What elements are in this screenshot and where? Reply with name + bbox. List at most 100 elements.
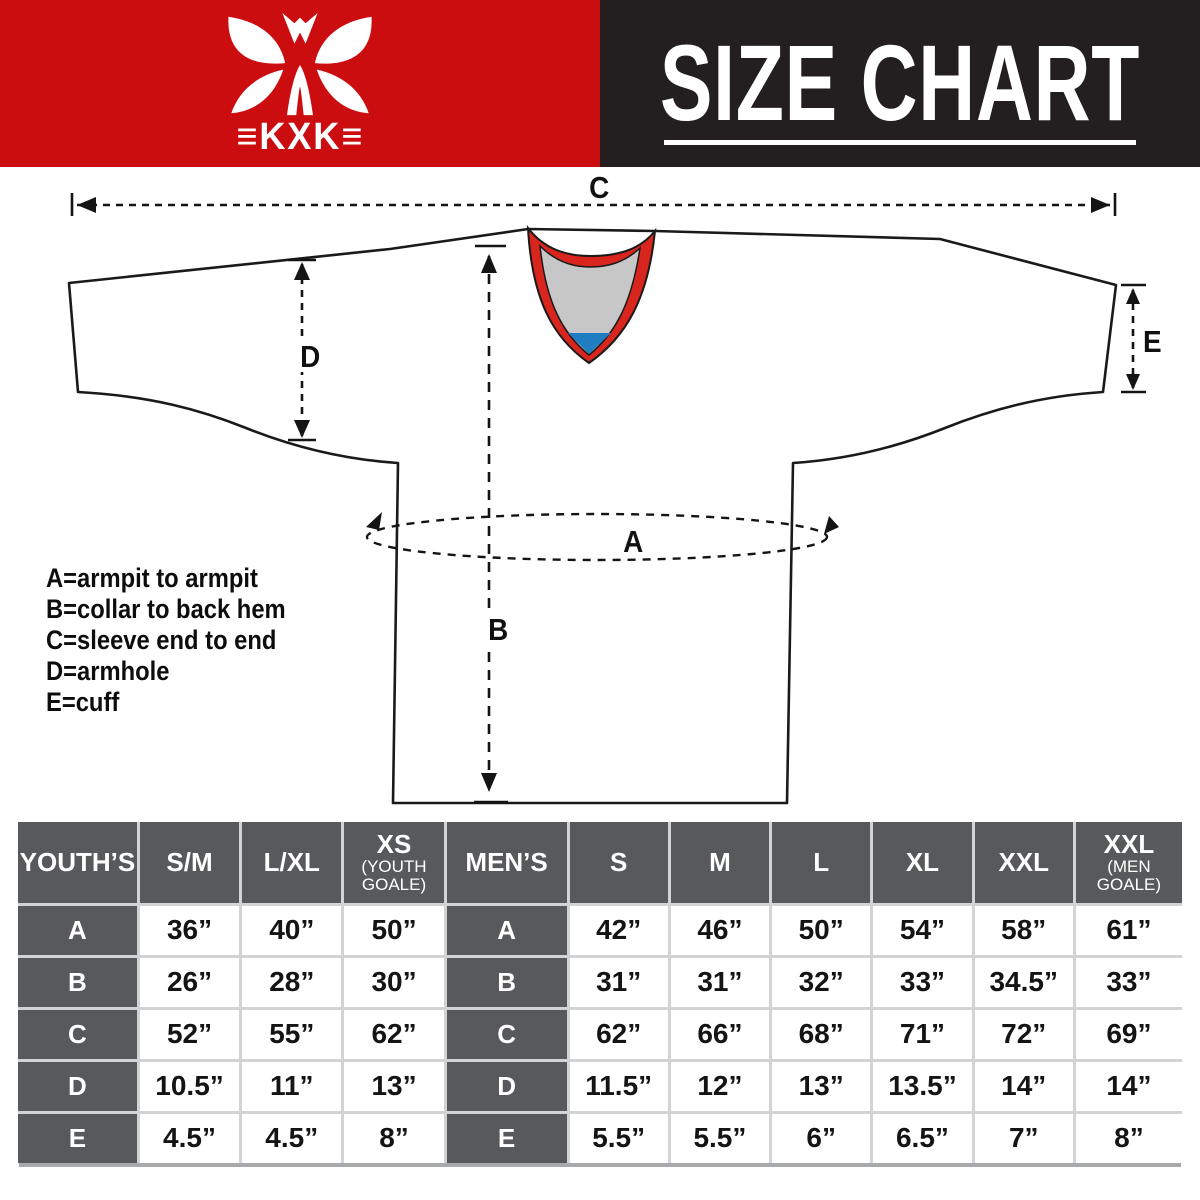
size-cell: 6” <box>772 1113 871 1163</box>
header-cell-youth-goalie: XS (YOUTH GOALE) <box>344 822 444 903</box>
logo-wordmark: ≡KXK≡ <box>236 115 364 158</box>
row-label-cell: B <box>446 957 567 1007</box>
measurement-legend: A=armpit to armpit B=collar to back hem … <box>46 563 286 718</box>
size-cell: 12” <box>670 1061 770 1111</box>
size-cell: 13.5” <box>873 1061 972 1111</box>
row-label-cell: D <box>18 1061 137 1111</box>
size-cell: 14” <box>974 1061 1073 1111</box>
size-cell: 5.5” <box>569 1113 668 1163</box>
measure-label-a: A <box>620 526 646 557</box>
measure-label-d: D <box>297 341 323 372</box>
legend-item-c: C=sleeve end to end <box>46 625 277 655</box>
size-cell: 4.5” <box>242 1113 342 1163</box>
header-cell-men-goalie: XXL (MEN GOALE) <box>1075 822 1182 903</box>
size-cell: 26” <box>139 957 240 1007</box>
row-label-cell: C <box>446 1009 567 1059</box>
measure-label-b: B <box>485 614 511 645</box>
size-cell: 36” <box>139 905 240 955</box>
size-cell: 31” <box>569 957 668 1007</box>
size-cell: 33” <box>873 957 972 1007</box>
size-cell: 30” <box>344 957 444 1007</box>
size-cell: 13” <box>344 1061 444 1111</box>
arrowhead <box>1091 197 1110 213</box>
legend-item-e: E=cuff <box>46 687 120 717</box>
header-cell: XXL <box>974 822 1073 903</box>
size-cell: 32” <box>772 957 871 1007</box>
measure-label-c: C <box>586 172 612 203</box>
size-cell: 6.5” <box>873 1113 972 1163</box>
arrowhead <box>481 773 497 792</box>
header-cell: XL <box>873 822 972 903</box>
row-label-cell: C <box>18 1009 137 1059</box>
header-cell-mens: MEN’S <box>446 822 567 903</box>
logo-bottom-arch <box>287 64 313 115</box>
header-main: XS <box>376 828 412 859</box>
legend-item-b: B=collar to back hem <box>46 594 286 624</box>
header-cell: S <box>569 822 668 903</box>
size-cell: 54” <box>873 905 972 955</box>
arrowhead <box>294 420 310 438</box>
kxk-logo-icon <box>228 12 372 115</box>
row-label-cell: A <box>446 905 567 955</box>
size-cell: 7” <box>974 1113 1073 1163</box>
size-cell: 8” <box>1075 1113 1182 1163</box>
arrowhead <box>1126 374 1140 390</box>
header-cell: L <box>772 822 871 903</box>
legend-item-d: D=armhole <box>46 656 170 686</box>
row-label-cell: B <box>18 957 137 1007</box>
collar-insert <box>568 333 611 354</box>
size-cell: 61” <box>1075 905 1182 955</box>
logo-wing-bottom-right <box>316 69 369 113</box>
row-label-cell: D <box>446 1061 567 1111</box>
header-cell: S/M <box>139 822 240 903</box>
size-table: YOUTH’S S/M L/XL XS (YOUTH GOALE) MEN’S … <box>18 822 1182 1163</box>
logo-wing-top-right <box>314 16 372 64</box>
size-cell: 40” <box>242 905 342 955</box>
size-cell: 11” <box>242 1061 342 1111</box>
arrowhead <box>77 197 96 213</box>
header-main: XXL <box>1103 828 1155 859</box>
size-cell: 55” <box>242 1009 342 1059</box>
size-cell: 66” <box>670 1009 770 1059</box>
row-label-cell: E <box>18 1113 137 1163</box>
row-label-cell: E <box>446 1113 567 1163</box>
measure-label-e: E <box>1140 326 1165 357</box>
header-cell: M <box>670 822 770 903</box>
arrowhead <box>1126 288 1140 304</box>
arrowhead <box>366 512 382 530</box>
size-cell: 50” <box>772 905 871 955</box>
arrowhead <box>824 516 839 534</box>
title-banner: SIZE CHART <box>600 0 1200 167</box>
arrowhead <box>481 254 497 273</box>
legend-item-a: A=armpit to armpit <box>46 563 258 593</box>
collar-inner <box>539 243 642 356</box>
logo-wing-bottom-left <box>231 69 284 113</box>
size-cell: 46” <box>670 905 770 955</box>
logo-top-prongs <box>282 12 318 44</box>
title-underline <box>664 139 1136 145</box>
size-cell: 68” <box>772 1009 871 1059</box>
size-cell: 10.5” <box>139 1061 240 1111</box>
size-cell: 42” <box>569 905 668 955</box>
jersey-outline <box>67 227 1118 805</box>
size-cell: 69” <box>1075 1009 1182 1059</box>
size-cell: 62” <box>569 1009 668 1059</box>
size-cell: 13” <box>772 1061 871 1111</box>
header-cell-youths: YOUTH’S <box>18 822 137 903</box>
page-title: SIZE CHART <box>659 21 1141 143</box>
size-cell: 72” <box>974 1009 1073 1059</box>
row-label-cell: A <box>18 905 137 955</box>
size-cell: 5.5” <box>670 1113 770 1163</box>
header-cell: L/XL <box>242 822 342 903</box>
size-cell: 28” <box>242 957 342 1007</box>
logo-wing-top-left <box>228 16 286 64</box>
header-sub: (MEN GOALE) <box>1096 856 1162 894</box>
size-cell: 11.5” <box>569 1061 668 1111</box>
measure-ellipse-a <box>365 512 829 562</box>
size-cell: 4.5” <box>139 1113 240 1163</box>
size-cell: 62” <box>344 1009 444 1059</box>
brand-banner: ≡KXK≡ <box>0 0 600 167</box>
header-sub: (YOUTH GOALE) <box>361 856 427 894</box>
